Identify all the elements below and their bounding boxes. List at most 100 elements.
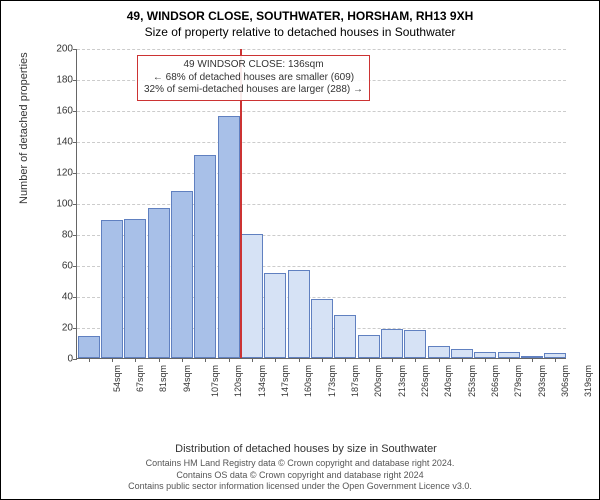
x-tick-mark [462, 358, 463, 362]
x-tick-label: 226sqm [420, 365, 430, 397]
bar [171, 191, 193, 358]
plot-area: 02040608010012014016018020054sqm67sqm81s… [76, 49, 566, 359]
annotation-line-3: 32% of semi-detached houses are larger (… [144, 84, 363, 97]
x-tick-label: 253sqm [467, 365, 477, 397]
bar [404, 330, 426, 358]
bar [78, 336, 100, 358]
footer-line-1: Contains HM Land Registry data © Crown c… [1, 458, 599, 470]
grid-line [77, 173, 566, 174]
x-tick-label: 81sqm [158, 365, 168, 392]
x-tick-label: 107sqm [210, 365, 220, 397]
footer-line-2: Contains OS data © Crown copyright and d… [1, 470, 599, 482]
x-tick-mark [229, 358, 230, 362]
x-tick-mark [439, 358, 440, 362]
y-tick-mark [73, 80, 77, 81]
y-tick-mark [73, 142, 77, 143]
x-tick-label: 173sqm [327, 365, 337, 397]
y-tick-mark [73, 235, 77, 236]
bar [194, 155, 216, 358]
x-tick-mark [509, 358, 510, 362]
x-tick-mark [112, 358, 113, 362]
y-tick-mark [73, 173, 77, 174]
x-tick-mark [532, 358, 533, 362]
y-tick-label: 20 [47, 323, 73, 334]
x-tick-mark [555, 358, 556, 362]
bar [264, 273, 286, 358]
footer-credits: Contains HM Land Registry data © Crown c… [1, 458, 599, 493]
x-tick-mark [252, 358, 253, 362]
x-tick-label: 160sqm [303, 365, 313, 397]
bar [101, 220, 123, 358]
x-tick-label: 54sqm [112, 365, 122, 392]
x-tick-label: 187sqm [350, 365, 360, 397]
grid-line [77, 111, 566, 112]
page-title-subtitle: Size of property relative to detached ho… [1, 25, 599, 39]
x-tick-label: 266sqm [490, 365, 500, 397]
y-tick-mark [73, 297, 77, 298]
x-tick-mark [322, 358, 323, 362]
x-tick-mark [369, 358, 370, 362]
y-tick-mark [73, 328, 77, 329]
y-tick-label: 100 [47, 199, 73, 210]
annotation-line-2: ← 68% of detached houses are smaller (60… [144, 72, 363, 85]
y-tick-label: 80 [47, 230, 73, 241]
x-tick-mark [89, 358, 90, 362]
bar [358, 335, 380, 358]
x-tick-label: 240sqm [443, 365, 453, 397]
annotation-box: 49 WINDSOR CLOSE: 136sqm ← 68% of detach… [137, 55, 370, 101]
bar [241, 234, 263, 358]
x-tick-mark [415, 358, 416, 362]
y-tick-label: 160 [47, 106, 73, 117]
x-tick-label: 319sqm [583, 365, 593, 397]
bar [288, 270, 310, 358]
y-tick-mark [73, 266, 77, 267]
grid-line [77, 204, 566, 205]
x-tick-mark [275, 358, 276, 362]
x-tick-mark [485, 358, 486, 362]
x-tick-mark [392, 358, 393, 362]
x-tick-label: 279sqm [513, 365, 523, 397]
grid-line [77, 49, 566, 50]
x-tick-mark [159, 358, 160, 362]
bar [428, 346, 450, 358]
page-title-address: 49, WINDSOR CLOSE, SOUTHWATER, HORSHAM, … [1, 9, 599, 23]
bar [124, 219, 146, 359]
footer-line-3: Contains public sector information licen… [1, 481, 599, 493]
y-tick-label: 40 [47, 292, 73, 303]
y-tick-label: 200 [47, 44, 73, 55]
y-tick-mark [73, 49, 77, 50]
x-axis-label: Distribution of detached houses by size … [46, 443, 566, 455]
x-tick-label: 94sqm [182, 365, 192, 392]
grid-line [77, 142, 566, 143]
bar [334, 315, 356, 358]
y-tick-label: 180 [47, 75, 73, 86]
x-tick-label: 200sqm [373, 365, 383, 397]
x-tick-mark [182, 358, 183, 362]
bar [451, 349, 473, 358]
y-tick-label: 120 [47, 168, 73, 179]
chart-container: Number of detached properties 0204060801… [46, 49, 566, 399]
x-tick-label: 120sqm [233, 365, 243, 397]
y-tick-mark [73, 111, 77, 112]
x-tick-label: 213sqm [397, 365, 407, 397]
x-tick-label: 134sqm [257, 365, 267, 397]
y-axis-label: Number of detached properties [18, 52, 30, 204]
bar [218, 116, 240, 358]
y-tick-mark [73, 204, 77, 205]
y-tick-label: 140 [47, 137, 73, 148]
x-tick-label: 67sqm [135, 365, 145, 392]
bar [311, 299, 333, 358]
x-tick-label: 306sqm [560, 365, 570, 397]
x-tick-mark [299, 358, 300, 362]
bar [148, 208, 170, 358]
annotation-line-1: 49 WINDSOR CLOSE: 136sqm [144, 59, 363, 72]
bar [381, 329, 403, 358]
x-tick-mark [135, 358, 136, 362]
x-tick-mark [205, 358, 206, 362]
y-tick-label: 0 [47, 354, 73, 365]
y-tick-label: 60 [47, 261, 73, 272]
x-tick-label: 293sqm [537, 365, 547, 397]
x-tick-label: 147sqm [280, 365, 290, 397]
x-tick-mark [345, 358, 346, 362]
y-tick-mark [73, 359, 77, 360]
